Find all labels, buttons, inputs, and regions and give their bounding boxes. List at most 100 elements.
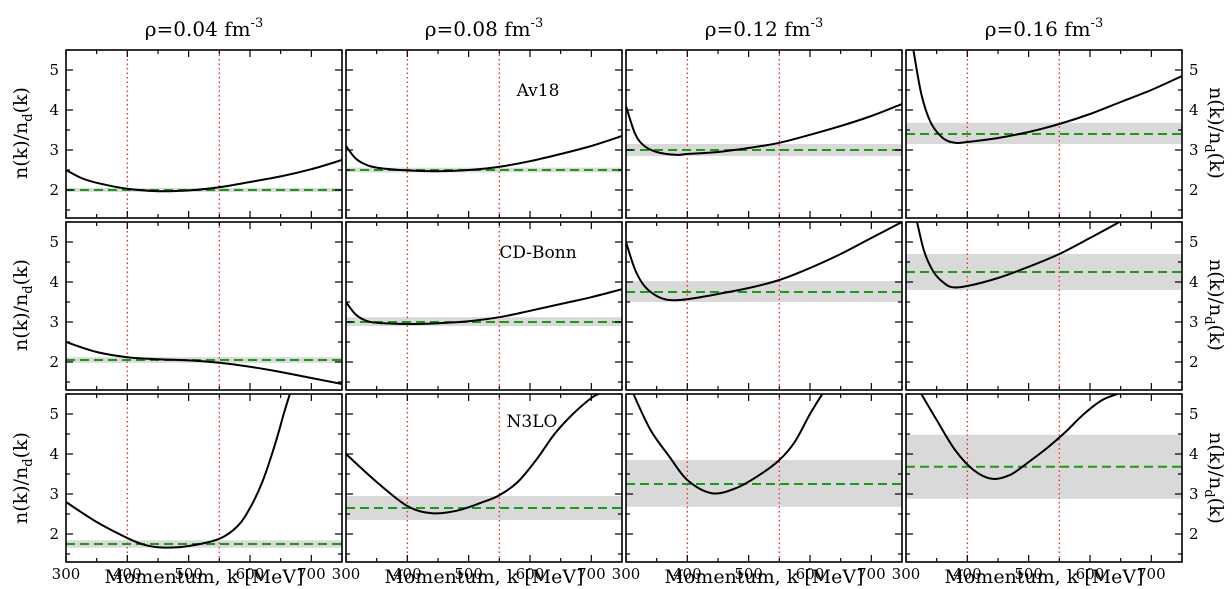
y-tick-label: 4 bbox=[1189, 273, 1199, 291]
panel-plot-area bbox=[626, 222, 902, 390]
uncertainty-band bbox=[346, 167, 622, 173]
ratio-curve bbox=[346, 394, 600, 515]
panel: 2 3 4 5 bbox=[49, 49, 343, 219]
x-tick-label: 500 bbox=[174, 565, 203, 583]
x-axis-label: Momentum, k [MeV] bbox=[664, 566, 863, 588]
uncertainty-band bbox=[346, 496, 622, 520]
y-tick-label: 5 bbox=[49, 233, 59, 251]
y-axis-labels: n(k)/nd(k) n(k)/nd(k) n(k)/nd(k) n(k)/nd… bbox=[10, 87, 1227, 524]
y-tick-label: 3 bbox=[49, 485, 59, 503]
panel bbox=[345, 49, 623, 219]
panel-plot-area bbox=[906, 394, 1182, 562]
y-tick-label: 2 bbox=[49, 181, 59, 199]
panel-plot-area bbox=[906, 222, 1182, 390]
panel bbox=[345, 221, 623, 391]
panel-plot-area bbox=[346, 50, 622, 218]
panel-frame bbox=[905, 393, 1183, 563]
y-axis-label-right: n(k)/nd(k) bbox=[1201, 87, 1227, 179]
x-tick-label: 600 bbox=[516, 565, 545, 583]
x-tick-label: 600 bbox=[796, 565, 825, 583]
y-tick-label: 4 bbox=[49, 101, 59, 119]
column-title: ρ=0.12 fm-3 bbox=[705, 16, 823, 41]
panel-plot-area bbox=[66, 394, 342, 562]
ratio-curve bbox=[66, 394, 291, 549]
y-tick-label: 2 bbox=[49, 353, 59, 371]
y-tick-label: 2 bbox=[1189, 181, 1199, 199]
y-tick-label: 4 bbox=[49, 273, 59, 291]
y-axis-label-left: n(k)/nd(k) bbox=[10, 87, 36, 179]
x-tick-label: 500 bbox=[1014, 565, 1043, 583]
y-tick-label: 3 bbox=[49, 141, 59, 159]
column-title: ρ=0.04 fm-3 bbox=[145, 16, 263, 41]
ratio-curve bbox=[66, 159, 342, 193]
panel: 2 3 4 5 bbox=[49, 221, 343, 391]
x-axis-labels: Momentum, k [MeV] Momentum, k [MeV] Mome… bbox=[104, 566, 1143, 588]
uncertainty-band bbox=[906, 434, 1182, 499]
y-tick-label: 5 bbox=[1189, 61, 1199, 79]
panel-frame bbox=[905, 221, 1183, 391]
panel-frame bbox=[625, 393, 903, 563]
x-tick-label: 300 bbox=[52, 565, 81, 583]
x-tick-label: 300 bbox=[892, 565, 921, 583]
y-tick-label: 5 bbox=[1189, 233, 1199, 251]
y-tick-label: 5 bbox=[49, 405, 59, 423]
panel-plot-area bbox=[66, 50, 342, 218]
x-tick-label: 400 bbox=[393, 565, 422, 583]
panel-frame bbox=[65, 49, 343, 219]
uncertainty-band bbox=[346, 317, 622, 326]
y-tick-label: 3 bbox=[49, 313, 59, 331]
panel-plot-area bbox=[626, 50, 902, 218]
ratio-curve bbox=[346, 135, 622, 173]
y-tick-label: 3 bbox=[1189, 141, 1199, 159]
panel bbox=[625, 221, 903, 391]
x-tick-label: 300 bbox=[332, 565, 361, 583]
column-title: ρ=0.16 fm-3 bbox=[985, 16, 1103, 41]
x-tick-label: 400 bbox=[113, 565, 142, 583]
y-axis-label-right: n(k)/nd(k) bbox=[1201, 432, 1227, 524]
uncertainty-band bbox=[66, 357, 342, 363]
y-tick-label: 5 bbox=[1189, 405, 1199, 423]
ratio-curve bbox=[632, 394, 824, 495]
column-titles: ρ=0.04 fm-3 ρ=0.08 fm-3 ρ=0.12 fm-3 ρ=0.… bbox=[145, 16, 1103, 41]
panel-plot-area bbox=[346, 222, 622, 390]
model-label-av18: Av18 bbox=[516, 81, 560, 101]
x-tick-label: 600 bbox=[1076, 565, 1105, 583]
ratio-curve bbox=[912, 50, 1182, 145]
y-tick-label: 4 bbox=[1189, 445, 1199, 463]
panel-plot-area bbox=[626, 394, 902, 562]
x-tick-label: 500 bbox=[454, 565, 483, 583]
ratio-curve bbox=[66, 341, 342, 385]
panel-frame bbox=[905, 49, 1183, 219]
ratio-curve bbox=[626, 103, 902, 156]
panel-plot-area bbox=[66, 222, 342, 390]
ratio-curve bbox=[626, 222, 902, 302]
ratio-curve bbox=[920, 394, 1118, 480]
panel: 2 3 4 5 300 400 500 600 700 bbox=[892, 393, 1199, 583]
y-tick-label: 2 bbox=[49, 525, 59, 543]
panel: 2 3 4 5 bbox=[905, 49, 1199, 219]
panel: 300 400 500 600 700 bbox=[332, 393, 623, 583]
panel-plot-area bbox=[346, 394, 622, 562]
x-tick-label: 300 bbox=[612, 565, 641, 583]
panels: 2 3 4 5 2 3 4 5 2 3 4 5 2 3 4 5 2 3 4 5 300 400 500 600 700 300 40… bbox=[49, 49, 1199, 583]
x-axis-label: Momentum, k [MeV] bbox=[944, 566, 1143, 588]
x-tick-label: 700 bbox=[857, 565, 886, 583]
column-title: ρ=0.08 fm-3 bbox=[425, 16, 543, 41]
ratio-curve bbox=[916, 222, 1120, 289]
panel: 300 400 500 600 700 bbox=[612, 393, 903, 583]
model-labels: Av18 CD-Bonn N3LO bbox=[499, 81, 576, 432]
panel: 2 3 4 5 300 400 500 600 700 bbox=[49, 393, 343, 583]
y-tick-label: 2 bbox=[1189, 353, 1199, 371]
panel: 2 3 4 5 bbox=[905, 221, 1199, 391]
x-tick-label: 600 bbox=[236, 565, 265, 583]
x-tick-label: 400 bbox=[953, 565, 982, 583]
x-tick-label: 400 bbox=[673, 565, 702, 583]
y-tick-label: 4 bbox=[1189, 101, 1199, 119]
panel bbox=[625, 49, 903, 219]
y-tick-label: 2 bbox=[1189, 525, 1199, 543]
x-axis-label: Momentum, k [MeV] bbox=[384, 566, 583, 588]
panel-plot-area bbox=[906, 50, 1182, 218]
x-axis-label: Momentum, k [MeV] bbox=[104, 566, 303, 588]
uncertainty-band bbox=[626, 281, 902, 302]
panel-frame bbox=[345, 393, 623, 563]
